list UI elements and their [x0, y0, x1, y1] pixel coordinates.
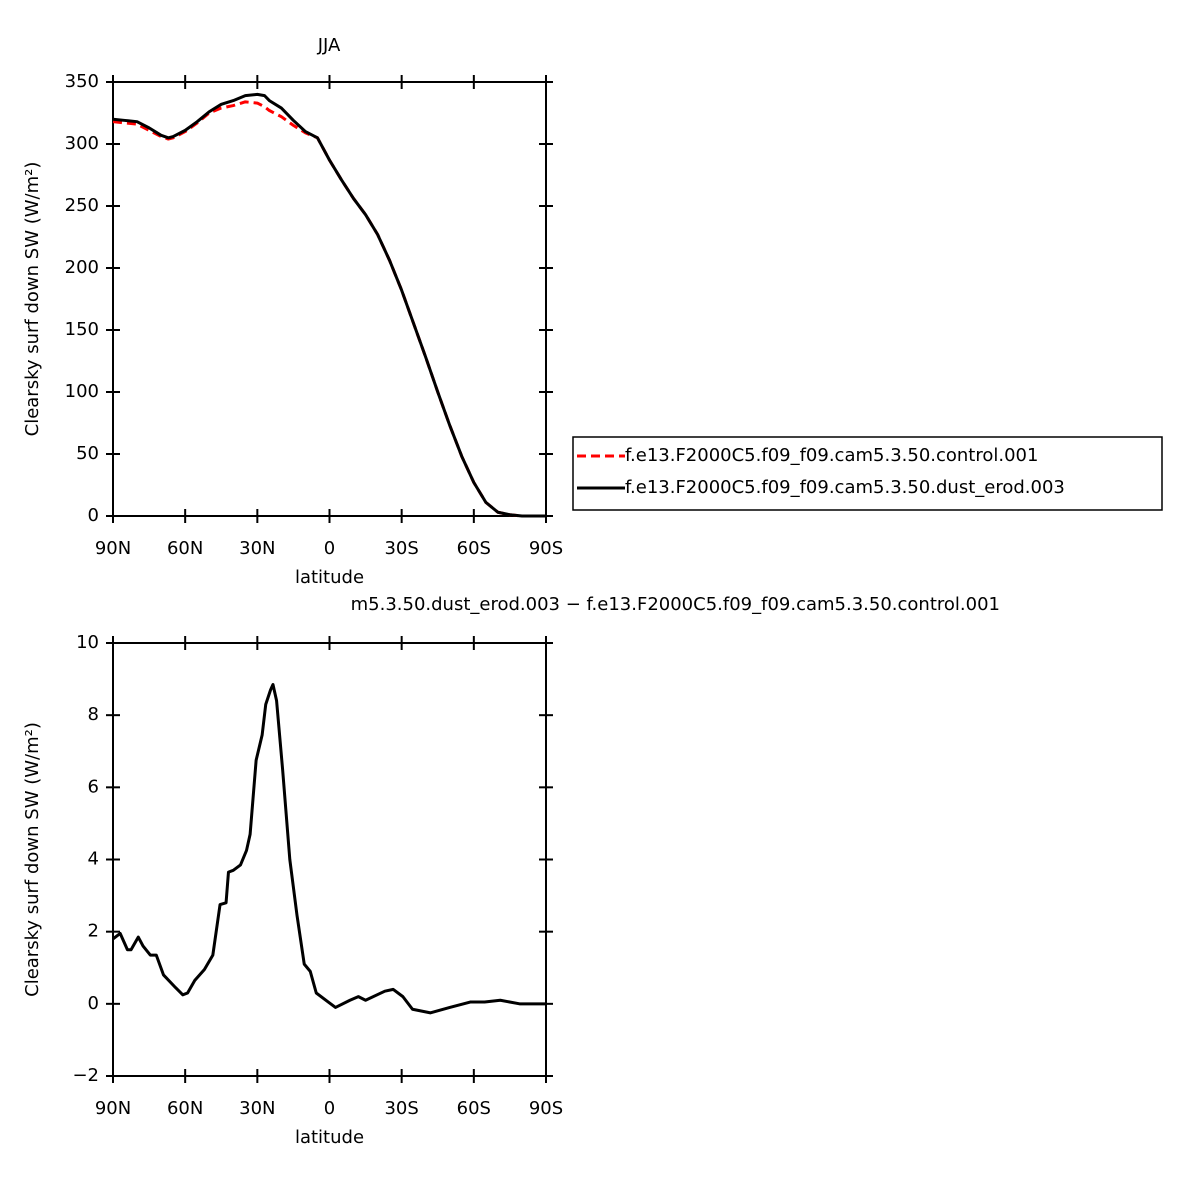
- legend-box: [572, 436, 1163, 511]
- y-tick-label: 2: [88, 921, 99, 942]
- x-tick-label: 90S: [529, 538, 563, 559]
- y-tick-label: 50: [76, 443, 99, 464]
- y-tick-label: 10: [76, 632, 99, 653]
- x-tick-label: 90S: [529, 1098, 563, 1119]
- x-tick-label: 30S: [384, 538, 418, 559]
- y-tick-label: 6: [88, 776, 99, 797]
- x-tick-label: 0: [324, 1098, 335, 1119]
- chart-title: m5.3.50.dust_erod.003 − f.e13.F2000C5.f0…: [351, 594, 1000, 615]
- y-axis-label: Clearsky surf down SW (W/m²): [22, 722, 43, 997]
- data-line: [112, 100, 546, 518]
- x-tick-label: 0: [324, 538, 335, 559]
- x-tick-label: 30S: [384, 1098, 418, 1119]
- x-tick-label: 60S: [457, 1098, 491, 1119]
- y-tick-label: 8: [88, 704, 99, 725]
- y-tick-label: 0: [88, 505, 99, 526]
- x-tick-label: 30N: [239, 538, 275, 559]
- x-tick-label: 90N: [95, 1098, 131, 1119]
- y-tick-label: 200: [65, 257, 99, 278]
- y-tick-label: −2: [72, 1065, 99, 1086]
- x-axis-label: latitude: [295, 1127, 364, 1148]
- y-tick-label: 100: [65, 381, 99, 402]
- data-line: [112, 92, 546, 518]
- y-tick-label: 4: [88, 849, 99, 870]
- x-tick-label: 60N: [167, 538, 203, 559]
- x-tick-label: 60S: [457, 538, 491, 559]
- y-tick-label: 250: [65, 195, 99, 216]
- data-line: [112, 683, 546, 1015]
- chart-title: JJA: [317, 35, 341, 56]
- x-axis-label: latitude: [295, 567, 364, 588]
- x-tick-label: 90N: [95, 538, 131, 559]
- y-tick-label: 0: [88, 993, 99, 1014]
- x-tick-label: 60N: [167, 1098, 203, 1119]
- legend-label: f.e13.F2000C5.f09_f09.cam5.3.50.control.…: [625, 445, 1038, 466]
- plot-frame: [112, 81, 547, 517]
- x-tick-label: 30N: [239, 1098, 275, 1119]
- y-axis-label: Clearsky surf down SW (W/m²): [22, 162, 43, 437]
- y-tick-label: 350: [65, 71, 99, 92]
- legend-label: f.e13.F2000C5.f09_f09.cam5.3.50.dust_ero…: [625, 477, 1065, 498]
- y-tick-label: 150: [65, 319, 99, 340]
- y-tick-label: 300: [65, 133, 99, 154]
- plot-frame: [112, 642, 547, 1077]
